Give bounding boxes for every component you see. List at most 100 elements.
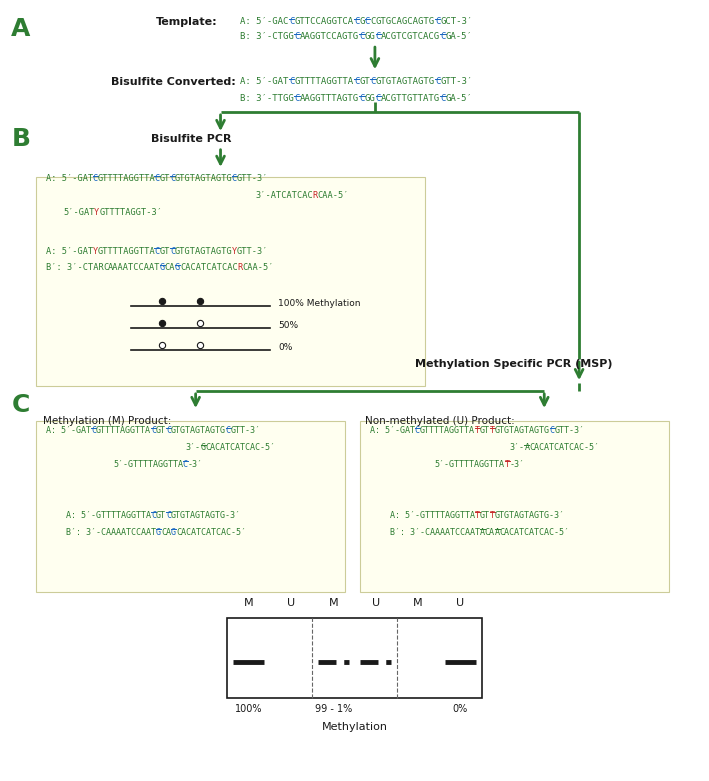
Text: AAGGTTTAGTG: AAGGTTTAGTG [300, 94, 359, 103]
Bar [36, 177, 425, 386]
Bar [228, 619, 481, 698]
Text: GT: GT [156, 426, 166, 435]
Text: U: U [457, 598, 464, 608]
Text: GT: GT [156, 511, 166, 519]
Text: C: C [170, 247, 175, 255]
Text: Y: Y [94, 208, 99, 216]
Text: GTTTTAGGTTA: GTTTTAGGTTA [294, 77, 354, 86]
Text: CACATCATCAC: CACATCATCAC [180, 263, 238, 273]
Text: C: C [359, 94, 364, 103]
Text: GT: GT [480, 426, 490, 435]
Text: GT: GT [160, 247, 170, 255]
Text: C: C [435, 17, 440, 27]
Text: CAA-5′: CAA-5′ [317, 191, 349, 200]
Text: C: C [155, 247, 160, 255]
Text: M: M [328, 598, 338, 608]
Text: GTT-3′: GTT-3′ [231, 426, 261, 435]
Text: C: C [364, 17, 370, 27]
Text: GTGTAGTAGTG: GTGTAGTAGTG [495, 426, 549, 435]
Text: GTGTAGTAGTG: GTGTAGTAGTG [175, 247, 233, 255]
Text: C: C [294, 32, 300, 41]
Text: T: T [490, 426, 495, 435]
Text: C: C [370, 17, 376, 27]
Text: CACATCATCAC-5′: CACATCATCAC-5′ [530, 443, 599, 452]
Bar [360, 421, 669, 592]
Text: A: 5′-GTTTTAGGTTA: A: 5′-GTTTTAGGTTA [390, 511, 475, 519]
Text: Methylation Specific PCR (MSP): Methylation Specific PCR (MSP) [415, 359, 613, 369]
Text: 50%: 50% [278, 321, 298, 330]
Text: Y: Y [93, 247, 98, 255]
Text: CA: CA [485, 527, 495, 537]
Text: GTGCAGCAGTG: GTGCAGCAGTG [376, 17, 435, 27]
Text: GTGTAGTAGTG: GTGTAGTAGTG [175, 174, 233, 183]
Text: C: C [376, 32, 381, 41]
Text: Template:: Template: [156, 17, 218, 27]
Text: GTTTTAGGTTA: GTTTTAGGTTA [96, 426, 151, 435]
Text: A: 5′-GTTTTAGGTTA: A: 5′-GTTTTAGGTTA [66, 511, 151, 519]
Text: C: C [166, 511, 171, 519]
Text: A: A [495, 527, 500, 537]
Text: C: C [93, 174, 98, 183]
Text: C: C [354, 77, 359, 86]
Text: GT: GT [160, 174, 170, 183]
Text: GTGTAGTAGTG-3′: GTGTAGTAGTG-3′ [171, 511, 241, 519]
Text: Y: Y [232, 247, 237, 255]
Text: A: 5′-GAT: A: 5′-GAT [370, 426, 415, 435]
Text: 5′-GTTTTAGGTTA: 5′-GTTTTAGGTTA [435, 460, 505, 469]
Text: Methylation: Methylation [321, 722, 388, 732]
Text: U: U [372, 598, 380, 608]
Text: GTTTTAGGTTA: GTTTTAGGTTA [98, 174, 155, 183]
Text: GTGTAGTAGTG: GTGTAGTAGTG [376, 77, 435, 86]
Text: M: M [244, 598, 254, 608]
Text: B′: 3′-CAAAATCCAAT: B′: 3′-CAAAATCCAAT [66, 527, 156, 537]
Text: CA: CA [161, 527, 171, 537]
Text: 99 - 1%: 99 - 1% [315, 704, 352, 714]
Text: GTT-3′: GTT-3′ [440, 77, 473, 86]
Text: GTTCCAGGTCA: GTTCCAGGTCA [294, 17, 354, 27]
Text: CACATCATCAC-5′: CACATCATCAC-5′ [206, 443, 276, 452]
Text: B: 3′-TTGG: B: 3′-TTGG [240, 94, 294, 103]
Text: G: G [201, 443, 206, 452]
Text: G: G [359, 17, 364, 27]
Text: C: C [103, 263, 108, 273]
Text: 3′-: 3′- [509, 443, 525, 452]
Text: A: A [11, 17, 30, 41]
Text: G: G [171, 527, 176, 537]
Text: 100% Methylation: 100% Methylation [278, 299, 361, 308]
Text: R: R [237, 263, 242, 273]
Text: A: 5′-GAT: A: 5′-GAT [46, 247, 94, 255]
Text: GA-5′: GA-5′ [446, 94, 473, 103]
Text: B′: 3′-CAAAATCCAAT: B′: 3′-CAAAATCCAAT [390, 527, 480, 537]
Text: 3′-: 3′- [186, 443, 201, 452]
Text: GTGTAGTAGTG: GTGTAGTAGTG [171, 426, 226, 435]
Text: A: A [525, 443, 530, 452]
Text: A: 5′-GAC: A: 5′-GAC [240, 17, 289, 27]
Text: 0%: 0% [278, 343, 292, 351]
Text: -3′: -3′ [510, 460, 525, 469]
Bar [36, 421, 345, 592]
Text: Bisulfite PCR: Bisulfite PCR [151, 134, 231, 144]
Text: CACATCATCAC-5′: CACATCATCAC-5′ [176, 527, 246, 537]
Text: C: C [232, 174, 237, 183]
Text: U: U [287, 598, 295, 608]
Text: C: C [289, 17, 294, 27]
Text: R: R [312, 191, 318, 200]
Text: C: C [289, 77, 294, 86]
Text: GTT-3′: GTT-3′ [554, 426, 584, 435]
Text: CA: CA [164, 263, 175, 273]
Text: C: C [359, 32, 364, 41]
Text: AAGGTCCAGTG: AAGGTCCAGTG [300, 32, 359, 41]
Text: GG: GG [364, 32, 376, 41]
Text: G: G [156, 527, 161, 537]
Text: Bisulfite Converted:: Bisulfite Converted: [111, 77, 235, 87]
Text: C: C [91, 426, 96, 435]
Text: AAAATCCAAT: AAAATCCAAT [108, 263, 160, 273]
Text: C: C [435, 77, 440, 86]
Text: GG: GG [364, 94, 376, 103]
Text: ACGTTGTTATG: ACGTTGTTATG [381, 94, 440, 103]
Text: GT: GT [359, 77, 370, 86]
Text: C: C [225, 426, 231, 435]
Text: 3′-ATCATCAC: 3′-ATCATCAC [255, 191, 313, 200]
Text: C: C [294, 94, 300, 103]
Text: GTT-3′: GTT-3′ [237, 247, 269, 255]
